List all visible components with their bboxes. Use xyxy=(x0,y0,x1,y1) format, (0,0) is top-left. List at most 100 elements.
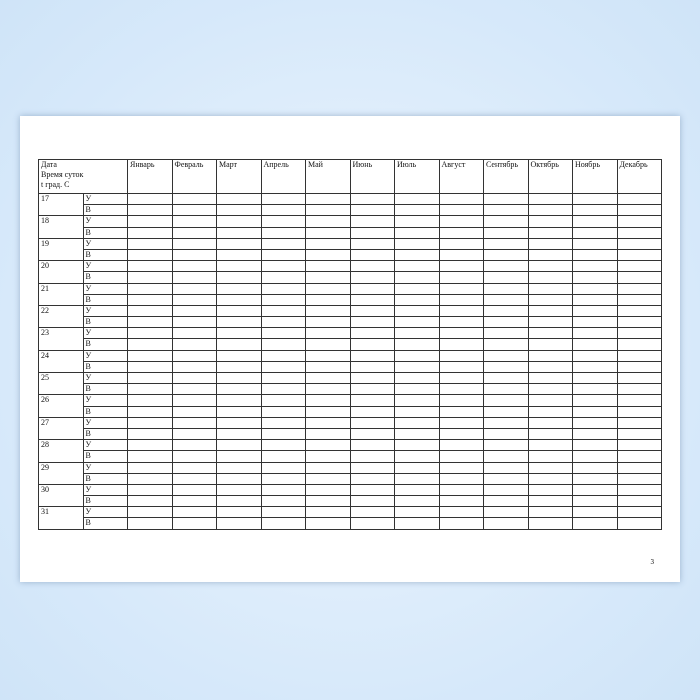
temperature-cell[interactable] xyxy=(394,271,440,284)
temperature-cell[interactable] xyxy=(216,517,262,530)
temperature-cell[interactable] xyxy=(572,405,618,418)
temperature-cell[interactable] xyxy=(483,271,529,284)
temperature-cell[interactable] xyxy=(305,215,351,228)
temperature-cell[interactable] xyxy=(260,360,306,374)
temperature-cell[interactable] xyxy=(305,461,351,474)
temperature-cell[interactable] xyxy=(394,450,440,463)
temperature-cell[interactable] xyxy=(527,360,573,374)
temperature-cell[interactable] xyxy=(438,248,484,262)
temperature-cell[interactable] xyxy=(394,360,440,374)
temperature-cell[interactable] xyxy=(394,215,440,228)
temperature-cell[interactable] xyxy=(527,226,573,239)
temperature-cell[interactable] xyxy=(572,293,618,306)
temperature-cell[interactable] xyxy=(216,260,262,273)
temperature-cell[interactable] xyxy=(572,260,618,273)
temperature-cell[interactable] xyxy=(171,260,217,273)
temperature-cell[interactable] xyxy=(349,271,395,284)
temperature-cell[interactable] xyxy=(438,495,484,508)
temperature-cell[interactable] xyxy=(127,282,173,295)
temperature-cell[interactable] xyxy=(394,427,440,441)
temperature-cell[interactable] xyxy=(527,416,573,429)
temperature-cell[interactable] xyxy=(216,405,262,418)
temperature-cell[interactable] xyxy=(572,371,618,385)
temperature-cell[interactable] xyxy=(260,427,306,441)
temperature-cell[interactable] xyxy=(616,338,662,351)
temperature-cell[interactable] xyxy=(171,282,217,295)
temperature-cell[interactable] xyxy=(527,293,573,306)
temperature-cell[interactable] xyxy=(527,383,573,396)
temperature-cell[interactable] xyxy=(216,237,262,250)
temperature-cell[interactable] xyxy=(483,226,529,239)
temperature-cell[interactable] xyxy=(216,439,262,452)
temperature-cell[interactable] xyxy=(349,248,395,262)
temperature-cell[interactable] xyxy=(305,293,351,306)
temperature-cell[interactable] xyxy=(305,260,351,273)
temperature-cell[interactable] xyxy=(527,495,573,508)
temperature-cell[interactable] xyxy=(394,461,440,474)
temperature-cell[interactable] xyxy=(127,450,173,463)
temperature-cell[interactable] xyxy=(572,427,618,441)
temperature-cell[interactable] xyxy=(305,237,351,250)
temperature-cell[interactable] xyxy=(216,282,262,295)
temperature-cell[interactable] xyxy=(171,192,217,206)
temperature-cell[interactable] xyxy=(483,260,529,273)
temperature-cell[interactable] xyxy=(260,204,306,217)
temperature-cell[interactable] xyxy=(483,304,529,318)
temperature-cell[interactable] xyxy=(216,506,262,519)
temperature-cell[interactable] xyxy=(216,461,262,474)
temperature-cell[interactable] xyxy=(127,394,173,407)
temperature-cell[interactable] xyxy=(305,226,351,239)
temperature-cell[interactable] xyxy=(171,427,217,441)
temperature-cell[interactable] xyxy=(127,506,173,519)
temperature-cell[interactable] xyxy=(616,495,662,508)
temperature-cell[interactable] xyxy=(616,349,662,362)
temperature-cell[interactable] xyxy=(349,461,395,474)
temperature-cell[interactable] xyxy=(483,237,529,250)
temperature-cell[interactable] xyxy=(394,260,440,273)
temperature-cell[interactable] xyxy=(438,416,484,429)
temperature-cell[interactable] xyxy=(260,316,306,329)
temperature-cell[interactable] xyxy=(127,226,173,239)
temperature-cell[interactable] xyxy=(438,360,484,374)
temperature-cell[interactable] xyxy=(616,237,662,250)
temperature-cell[interactable] xyxy=(305,394,351,407)
temperature-cell[interactable] xyxy=(171,226,217,239)
temperature-cell[interactable] xyxy=(483,394,529,407)
temperature-cell[interactable] xyxy=(216,192,262,206)
temperature-cell[interactable] xyxy=(127,439,173,452)
temperature-cell[interactable] xyxy=(260,371,306,385)
temperature-cell[interactable] xyxy=(171,450,217,463)
temperature-cell[interactable] xyxy=(260,405,306,418)
temperature-cell[interactable] xyxy=(616,394,662,407)
temperature-cell[interactable] xyxy=(127,293,173,306)
temperature-cell[interactable] xyxy=(260,282,306,295)
temperature-cell[interactable] xyxy=(171,360,217,374)
temperature-cell[interactable] xyxy=(171,483,217,497)
temperature-cell[interactable] xyxy=(616,427,662,441)
temperature-cell[interactable] xyxy=(616,383,662,396)
temperature-cell[interactable] xyxy=(394,293,440,306)
temperature-cell[interactable] xyxy=(616,316,662,329)
temperature-cell[interactable] xyxy=(527,204,573,217)
temperature-cell[interactable] xyxy=(527,517,573,530)
temperature-cell[interactable] xyxy=(438,293,484,306)
temperature-cell[interactable] xyxy=(260,327,306,340)
temperature-cell[interactable] xyxy=(260,517,306,530)
temperature-cell[interactable] xyxy=(572,450,618,463)
temperature-cell[interactable] xyxy=(260,506,306,519)
temperature-cell[interactable] xyxy=(171,349,217,362)
temperature-cell[interactable] xyxy=(438,517,484,530)
temperature-cell[interactable] xyxy=(572,237,618,250)
temperature-cell[interactable] xyxy=(260,439,306,452)
temperature-cell[interactable] xyxy=(527,316,573,329)
temperature-cell[interactable] xyxy=(127,383,173,396)
temperature-cell[interactable] xyxy=(616,327,662,340)
temperature-cell[interactable] xyxy=(527,439,573,452)
temperature-cell[interactable] xyxy=(349,416,395,429)
temperature-cell[interactable] xyxy=(127,215,173,228)
temperature-cell[interactable] xyxy=(483,506,529,519)
temperature-cell[interactable] xyxy=(483,192,529,206)
temperature-cell[interactable] xyxy=(616,248,662,262)
temperature-cell[interactable] xyxy=(394,517,440,530)
temperature-cell[interactable] xyxy=(527,271,573,284)
